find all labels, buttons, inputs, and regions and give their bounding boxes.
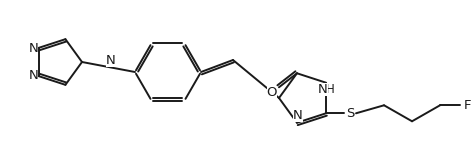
Text: F: F: [462, 99, 470, 112]
Text: H: H: [325, 83, 334, 96]
Text: N: N: [105, 53, 115, 66]
Text: S: S: [345, 107, 354, 120]
Text: N: N: [317, 83, 327, 96]
Text: N: N: [29, 69, 39, 82]
Text: N: N: [292, 109, 302, 122]
Text: N: N: [29, 42, 39, 55]
Text: O: O: [266, 86, 277, 99]
